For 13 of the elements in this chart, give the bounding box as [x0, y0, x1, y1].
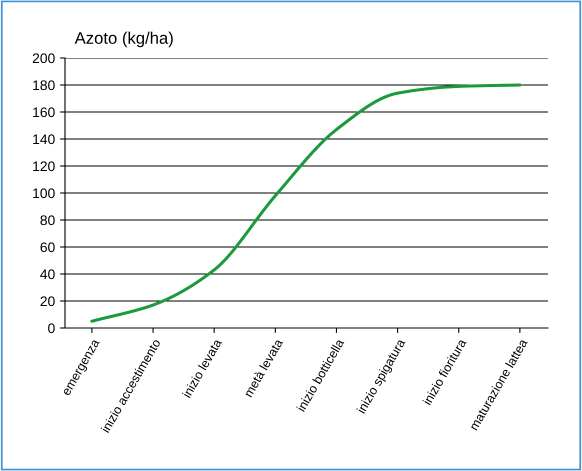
y-tick-label: 40: [40, 269, 55, 280]
y-tick-label: 100: [33, 188, 55, 198]
y-tick-label: 120: [33, 161, 55, 172]
y-tick-label: 200: [32, 53, 55, 64]
y-tick-label: 140: [33, 134, 55, 144]
line-series: [90, 83, 522, 323]
y-axis-title: Azoto (kg/ha): [74, 32, 173, 48]
y-tick-label: 20: [40, 296, 55, 306]
y-tick-label: 60: [40, 242, 55, 252]
y-tick-label: 160: [33, 107, 55, 118]
y-tick-label: 0: [48, 323, 55, 334]
y-tick-label: 180: [33, 80, 55, 90]
y-tick-label: 80: [40, 215, 55, 226]
